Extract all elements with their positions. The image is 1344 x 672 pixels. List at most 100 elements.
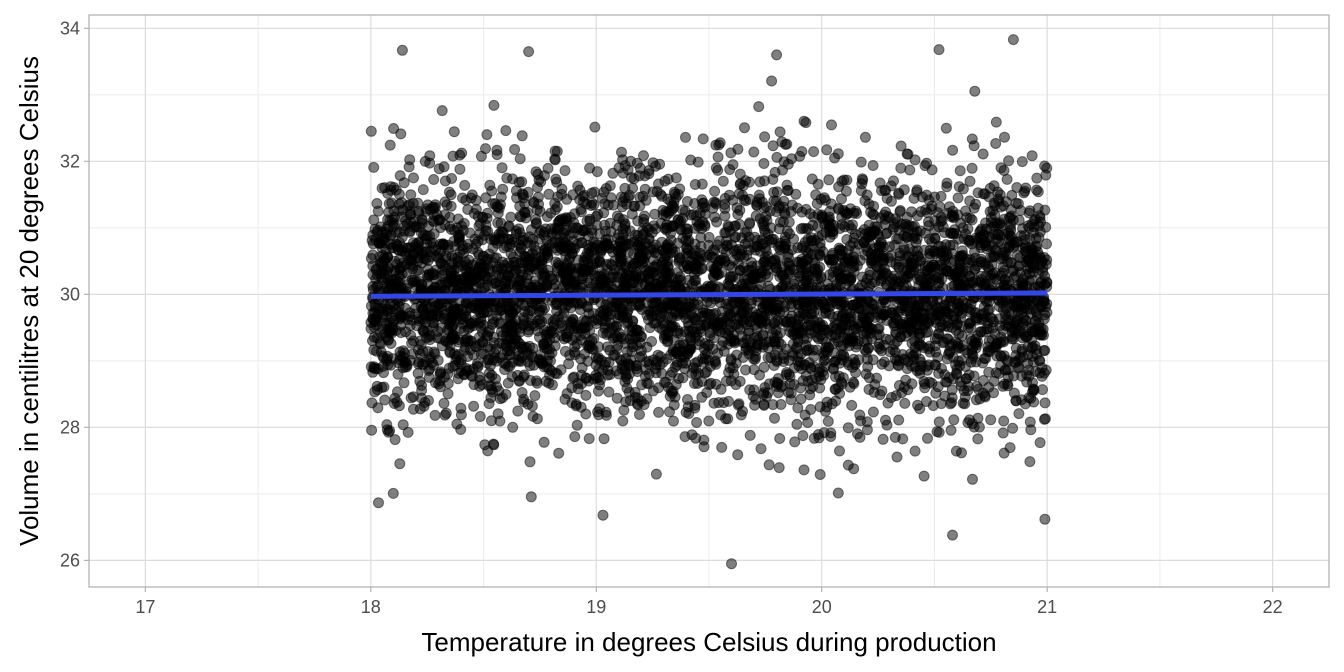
data-point	[930, 313, 942, 325]
data-point	[825, 431, 837, 442]
data-point	[844, 381, 856, 393]
data-point	[370, 314, 382, 326]
data-point	[433, 310, 445, 322]
data-point	[429, 409, 441, 421]
data-point	[462, 261, 474, 273]
data-point	[836, 249, 847, 261]
data-point	[1018, 187, 1030, 199]
data-point	[941, 249, 953, 261]
data-point	[551, 201, 563, 213]
data-point	[712, 320, 724, 331]
data-point	[429, 348, 441, 360]
data-point	[558, 267, 570, 279]
data-point	[671, 359, 683, 371]
data-point	[990, 138, 1002, 149]
data-point	[484, 343, 496, 355]
data-point	[540, 223, 551, 235]
data-point	[827, 311, 839, 323]
data-point	[707, 202, 719, 214]
data-point	[657, 356, 669, 368]
data-point	[768, 186, 780, 198]
data-point	[523, 320, 535, 332]
data-point	[389, 255, 401, 267]
data-point	[439, 175, 451, 187]
data-point	[691, 417, 703, 428]
data-point	[856, 173, 868, 185]
data-point	[496, 162, 508, 174]
data-point	[948, 414, 960, 426]
data-point	[827, 271, 839, 283]
data-point	[775, 381, 787, 393]
data-point	[469, 314, 481, 326]
data-point	[1039, 345, 1051, 356]
data-point	[1003, 155, 1015, 167]
data-point	[583, 433, 595, 445]
data-point	[767, 140, 779, 152]
data-point	[699, 307, 711, 319]
data-point	[412, 197, 424, 209]
data-point	[393, 400, 405, 412]
data-point	[408, 403, 419, 415]
data-point	[404, 307, 416, 319]
data-point	[866, 278, 878, 289]
data-point	[640, 194, 652, 206]
data-point	[727, 159, 739, 171]
data-point	[372, 402, 384, 414]
data-point	[709, 211, 721, 223]
data-point	[899, 273, 911, 285]
data-point	[479, 439, 491, 451]
data-point	[519, 207, 531, 219]
data-point	[929, 215, 941, 227]
data-point	[998, 447, 1010, 459]
data-point	[930, 387, 942, 399]
data-point	[571, 419, 583, 431]
data-point	[744, 429, 756, 441]
data-point	[689, 222, 701, 234]
data-point	[418, 314, 430, 326]
data-point	[494, 352, 506, 364]
data-point	[621, 311, 633, 323]
data-point	[629, 229, 641, 241]
data-point	[992, 186, 1004, 198]
data-point	[942, 265, 953, 276]
data-point	[824, 253, 835, 265]
data-point	[514, 265, 526, 277]
data-point	[958, 385, 970, 397]
data-point	[758, 224, 770, 236]
data-point	[428, 174, 440, 185]
data-point	[624, 368, 635, 380]
data-point	[575, 206, 587, 218]
data-point	[693, 339, 705, 351]
data-point	[454, 163, 466, 175]
data-point	[952, 192, 964, 204]
data-point	[800, 203, 812, 215]
data-point	[468, 349, 480, 361]
data-point	[593, 363, 605, 375]
data-point	[998, 165, 1010, 176]
data-point	[524, 456, 536, 468]
data-point	[1037, 384, 1048, 396]
data-point	[395, 350, 406, 362]
data-point	[854, 254, 866, 266]
data-point	[947, 144, 959, 156]
data-point	[821, 346, 833, 358]
data-point	[798, 464, 810, 476]
data-point	[707, 343, 719, 355]
data-point	[504, 349, 516, 361]
data-point	[814, 469, 826, 480]
data-point	[881, 419, 893, 431]
data-point	[429, 199, 441, 211]
data-point	[1039, 270, 1051, 282]
data-point	[941, 177, 953, 189]
data-point	[800, 244, 812, 256]
data-point	[1033, 322, 1045, 334]
data-point	[632, 215, 644, 227]
data-point	[602, 239, 613, 251]
data-point	[659, 377, 670, 389]
data-point	[964, 414, 976, 426]
data-point	[760, 210, 772, 222]
data-point	[460, 297, 472, 309]
data-point	[877, 433, 889, 445]
data-point	[980, 353, 992, 364]
data-point	[634, 409, 645, 420]
